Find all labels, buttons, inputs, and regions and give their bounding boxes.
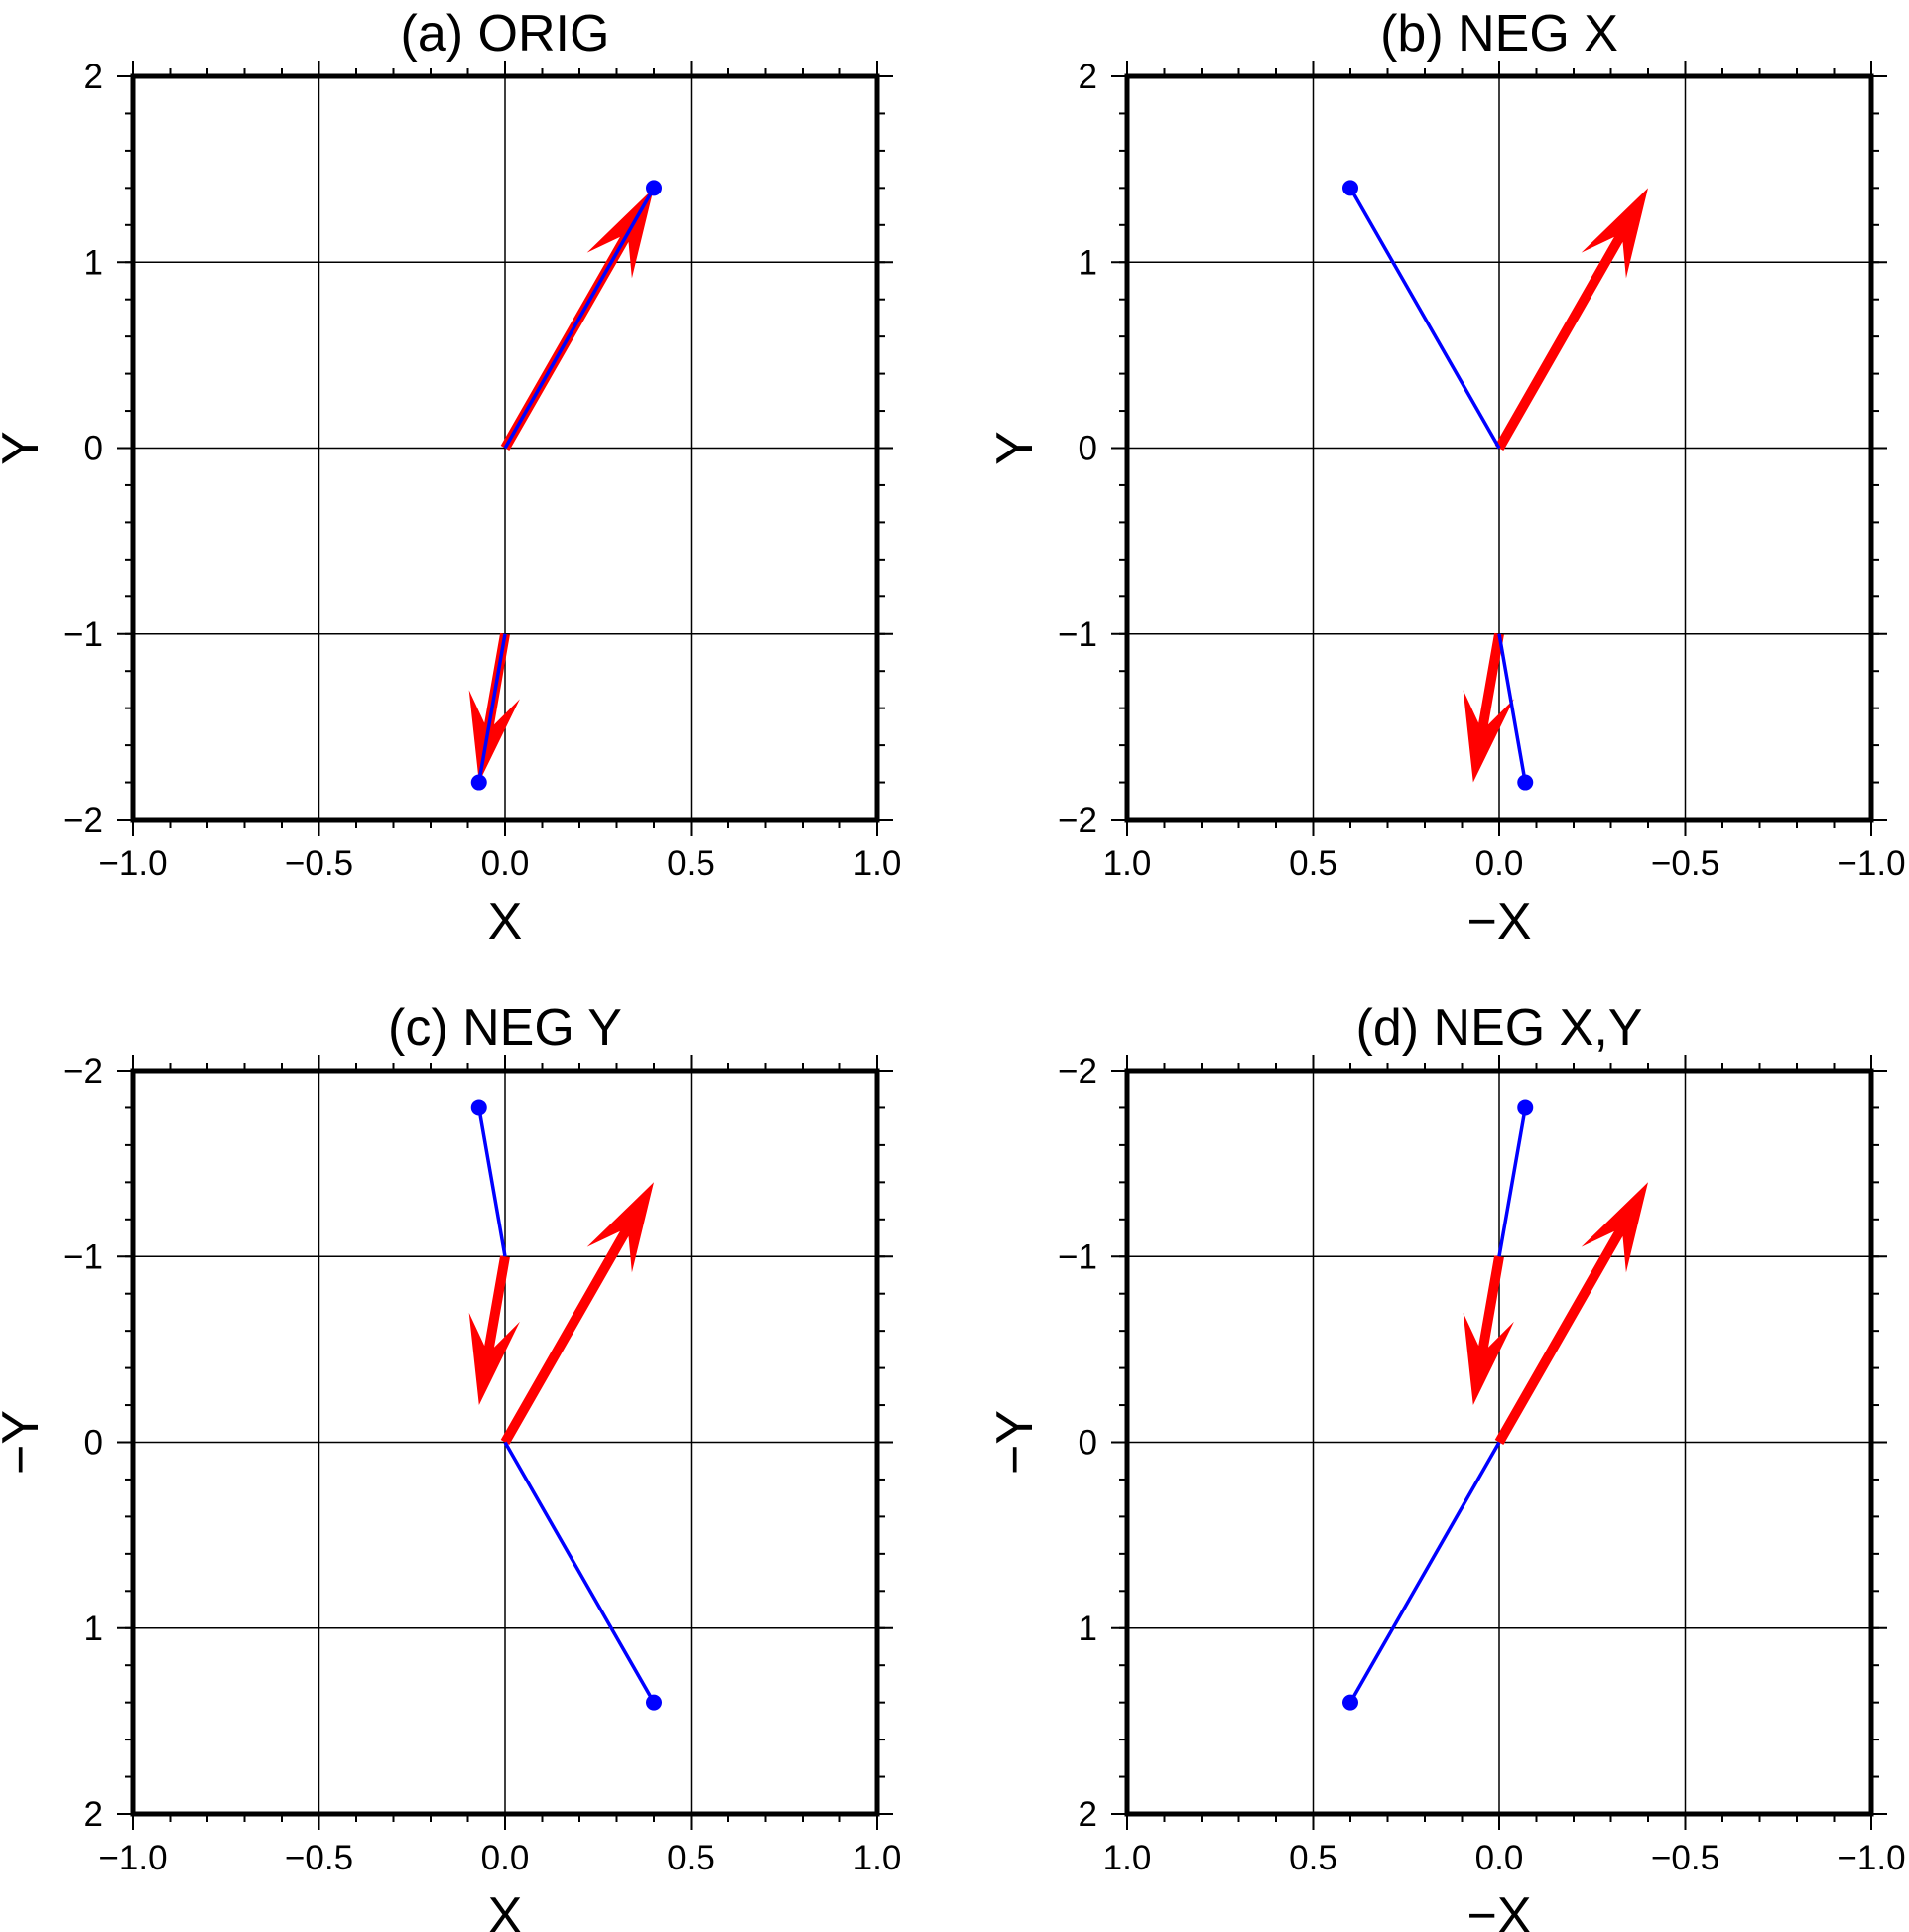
data-point	[1517, 1099, 1534, 1116]
data-line	[1348, 1441, 1501, 1704]
x-tick-label: −1.0	[1837, 1839, 1905, 1877]
data-line	[503, 187, 656, 450]
y-tick-label: 0	[1079, 1424, 1097, 1463]
vector-arrow	[1494, 1182, 1648, 1445]
plot-frame	[1124, 73, 1874, 823]
x-tick-label: 1.0	[1103, 1839, 1152, 1877]
panel-title: (c) NEG Y	[388, 999, 622, 1057]
y-tick-label: 0	[84, 1424, 103, 1463]
data-line	[1348, 187, 1501, 450]
y-tick-label: 2	[1079, 1795, 1097, 1834]
plot-frame	[1124, 1068, 1874, 1817]
x-tick-label: 0.0	[481, 1839, 530, 1877]
x-tick-label: −1.0	[1837, 844, 1905, 883]
vector-arrow	[1463, 632, 1514, 783]
panel-a: −1.0 −0.5 0.0 0.5 1.0 −2 −1 0 1 2 (a) ORIG X Y	[0, 5, 901, 951]
y-tick-label: 1	[84, 1610, 103, 1648]
y-tick-label: 1	[1079, 243, 1097, 282]
y-tick-label: −2	[64, 1052, 103, 1091]
plot-frame	[130, 1068, 880, 1817]
x-axis-label: X	[488, 1887, 523, 1932]
y-tick-label: 0	[84, 430, 103, 468]
data-line	[477, 633, 507, 783]
y-tick-label: −2	[1058, 1052, 1097, 1091]
data-line	[1497, 1107, 1527, 1257]
y-tick-label: 2	[1079, 58, 1097, 96]
y-tick-label: −1	[1058, 615, 1097, 654]
x-tick-label: 0.0	[481, 844, 530, 883]
y-tick-label: 2	[84, 1795, 103, 1834]
x-tick-label: 1.0	[853, 844, 902, 883]
y-tick-label: −1	[1058, 1237, 1097, 1276]
data-point	[1517, 774, 1534, 791]
x-tick-label: 0.0	[1475, 844, 1524, 883]
y-tick-label: 1	[84, 243, 103, 282]
data-point	[646, 1694, 662, 1711]
x-tick-label: −1.0	[98, 844, 167, 883]
vector-arrow	[1463, 1255, 1514, 1405]
panel-title: (b) NEG X	[1380, 5, 1618, 63]
panel-c: −1.0 −0.5 0.0 0.5 1.0 −2 −1 0 1 2 (c) NEG Y X −Y	[0, 999, 901, 1932]
panel-b: 1.0 0.5 0.0 −0.5 −1.0 −2 −1 0 1 2 (b) NEG X −X Y	[986, 5, 1906, 951]
x-axis-label: −X	[1466, 893, 1531, 951]
x-tick-label: 0.5	[667, 1839, 715, 1877]
x-tick-label: 0.0	[1475, 1839, 1524, 1877]
y-axis-label: −Y	[0, 1410, 50, 1475]
y-axis-label: Y	[986, 431, 1044, 465]
vector-arrow	[1494, 188, 1648, 451]
y-tick-label: 2	[84, 58, 103, 96]
x-tick-label: −0.5	[1651, 844, 1719, 883]
y-tick-label: 1	[1079, 1610, 1097, 1648]
vector-arrow	[468, 1255, 520, 1405]
data-point	[1342, 180, 1358, 196]
x-tick-label: −0.5	[285, 1839, 353, 1877]
x-axis-label: X	[488, 893, 523, 951]
data-point	[470, 1099, 487, 1116]
x-tick-label: 0.5	[1289, 1839, 1337, 1877]
vector-arrow	[468, 632, 520, 783]
y-tick-label: −1	[64, 1237, 103, 1276]
y-tick-label: 0	[1079, 430, 1097, 468]
data-line	[477, 1107, 507, 1257]
x-tick-label: −0.5	[285, 844, 353, 883]
y-tick-label: −2	[1058, 801, 1097, 839]
x-tick-label: −0.5	[1651, 1839, 1719, 1877]
panel-title: (a) ORIG	[401, 5, 610, 63]
x-tick-label: 0.5	[1289, 844, 1337, 883]
data-point	[1342, 1694, 1358, 1711]
y-axis-label: Y	[0, 431, 50, 465]
x-axis-label: −X	[1466, 1887, 1531, 1932]
data-point	[646, 180, 662, 196]
data-line	[503, 1441, 656, 1704]
x-tick-label: 1.0	[853, 1839, 902, 1877]
data-point	[470, 774, 487, 791]
x-tick-label: 0.5	[667, 844, 715, 883]
y-axis-label: −Y	[986, 1410, 1044, 1475]
data-line	[1497, 633, 1527, 783]
x-tick-label: −1.0	[98, 1839, 167, 1877]
panel-d: 1.0 0.5 0.0 −0.5 −1.0 −2 −1 0 1 2 (d) NEG X,Y −X −Y	[986, 999, 1906, 1932]
y-tick-label: −1	[64, 615, 103, 654]
panel-title: (d) NEG X,Y	[1356, 999, 1643, 1057]
plot-frame	[130, 73, 880, 823]
y-tick-label: −2	[64, 801, 103, 839]
x-tick-label: 1.0	[1103, 844, 1152, 883]
vector-arrow	[500, 1182, 654, 1445]
